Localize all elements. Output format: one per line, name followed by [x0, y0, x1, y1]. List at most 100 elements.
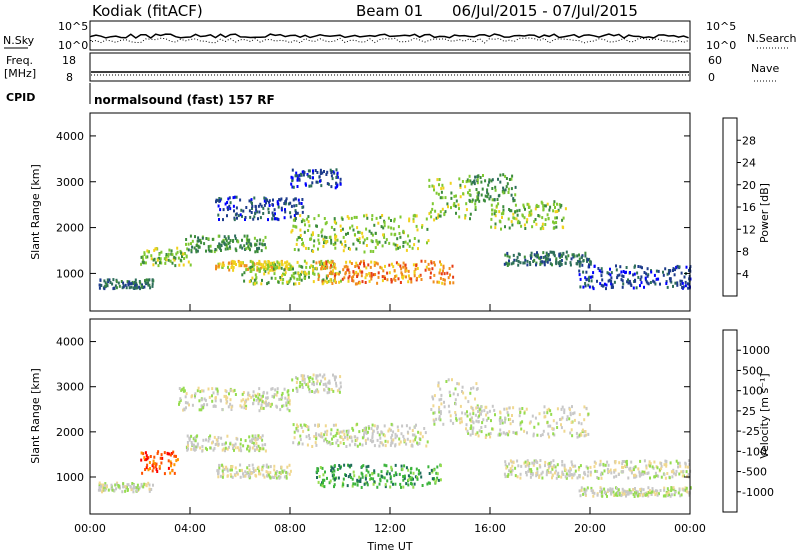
echo-cell: [582, 270, 585, 274]
echo-cell: [380, 225, 383, 229]
echo-cell: [338, 270, 341, 274]
echo-cell: [531, 461, 534, 465]
echo-cell: [226, 247, 229, 251]
echo-cell: [400, 464, 403, 468]
echo-cell: [417, 430, 420, 434]
echo-cell: [663, 488, 666, 492]
echo-cell: [299, 438, 302, 442]
echo-cell: [173, 454, 176, 458]
echo-cell: [670, 489, 673, 493]
echo-cell: [311, 382, 314, 386]
echo-cell: [315, 388, 318, 392]
echo-cell: [292, 267, 294, 271]
echo-cell: [399, 245, 401, 249]
echo-cell: [291, 185, 294, 189]
echo-cell: [339, 224, 342, 228]
echo-cell: [392, 242, 395, 246]
echo-cell: [423, 427, 426, 430]
echo-cell: [501, 419, 504, 423]
echo-cell: [252, 217, 255, 221]
echo-cell: [446, 271, 449, 275]
echo-cell: [227, 235, 230, 239]
nave-tick-bottom: 0: [708, 71, 715, 84]
echo-cell: [439, 260, 441, 264]
echo-cell: [454, 402, 457, 406]
echo-cell: [330, 428, 333, 432]
echo-cell: [128, 280, 131, 284]
echo-cell: [176, 458, 179, 462]
echo-cell: [437, 213, 440, 217]
echo-cell: [503, 262, 506, 266]
echo-cell: [372, 429, 375, 433]
echo-cell: [359, 477, 362, 481]
echo-cell: [572, 412, 575, 416]
echo-cell: [312, 260, 315, 264]
echo-cell: [660, 467, 663, 471]
echo-cell: [286, 260, 289, 264]
echo-cell: [630, 460, 633, 464]
echo-cell: [346, 484, 349, 488]
echo-cell: [312, 381, 315, 384]
echo-cell: [512, 199, 515, 203]
echo-cell: [363, 264, 366, 268]
echo-cell: [429, 271, 432, 275]
echo-cell: [218, 218, 220, 221]
echo-cell: [303, 381, 306, 385]
echo-cell: [249, 471, 252, 475]
echo-cell: [288, 268, 291, 271]
echo-cell: [266, 471, 269, 475]
echo-cell: [568, 470, 571, 474]
echo-cell: [456, 382, 459, 386]
echo-cell: [552, 459, 555, 463]
echo-cell: [512, 212, 515, 216]
echo-cell: [381, 275, 384, 279]
echo-cell: [448, 390, 451, 394]
echo-cell: [613, 470, 616, 474]
echo-cell: [372, 477, 375, 481]
echo-cell: [656, 489, 659, 493]
echo-cell: [222, 473, 225, 477]
echo-cell: [333, 469, 336, 473]
echo-cell: [646, 472, 649, 475]
echo-cell: [223, 468, 226, 471]
echo-cell: [378, 482, 381, 486]
echo-cell: [269, 403, 272, 406]
echo-cell: [339, 435, 342, 439]
echo-cell: [365, 266, 368, 270]
colorbar-tick-label-0: -1000: [742, 486, 774, 499]
echo-cell: [438, 214, 441, 218]
echo-cell: [178, 263, 181, 267]
echo-cell: [260, 204, 263, 208]
echo-cell: [250, 269, 253, 273]
echo-cell: [183, 257, 186, 260]
echo-cell: [313, 239, 316, 243]
echo-cell: [279, 198, 282, 202]
echo-cell: [551, 473, 554, 477]
y-tick-label-3000: 3000: [56, 176, 84, 189]
echo-cell: [101, 490, 103, 494]
echo-cell: [334, 434, 337, 438]
echo-cell: [180, 388, 183, 392]
echo-cell: [436, 178, 439, 182]
echo-cell: [266, 403, 269, 407]
echo-cell: [173, 471, 176, 475]
echo-cell: [226, 214, 228, 218]
echo-cell: [585, 257, 588, 261]
echo-cell: [224, 389, 227, 393]
echo-cell: [160, 250, 163, 254]
echo-cell: [278, 198, 281, 202]
echo-cell: [361, 231, 364, 235]
echo-cell: [272, 267, 275, 271]
echo-cell: [269, 471, 272, 475]
echo-cell: [343, 463, 346, 467]
echo-cell: [358, 430, 361, 434]
echo-cell: [547, 470, 550, 474]
echo-cell: [665, 463, 668, 466]
echo-cell: [346, 435, 349, 439]
echo-cell: [569, 413, 572, 417]
echo-cell: [450, 206, 452, 210]
echo-cell: [291, 178, 294, 182]
echo-cell: [195, 250, 198, 254]
echo-cell: [466, 429, 469, 433]
echo-cell: [264, 443, 267, 447]
